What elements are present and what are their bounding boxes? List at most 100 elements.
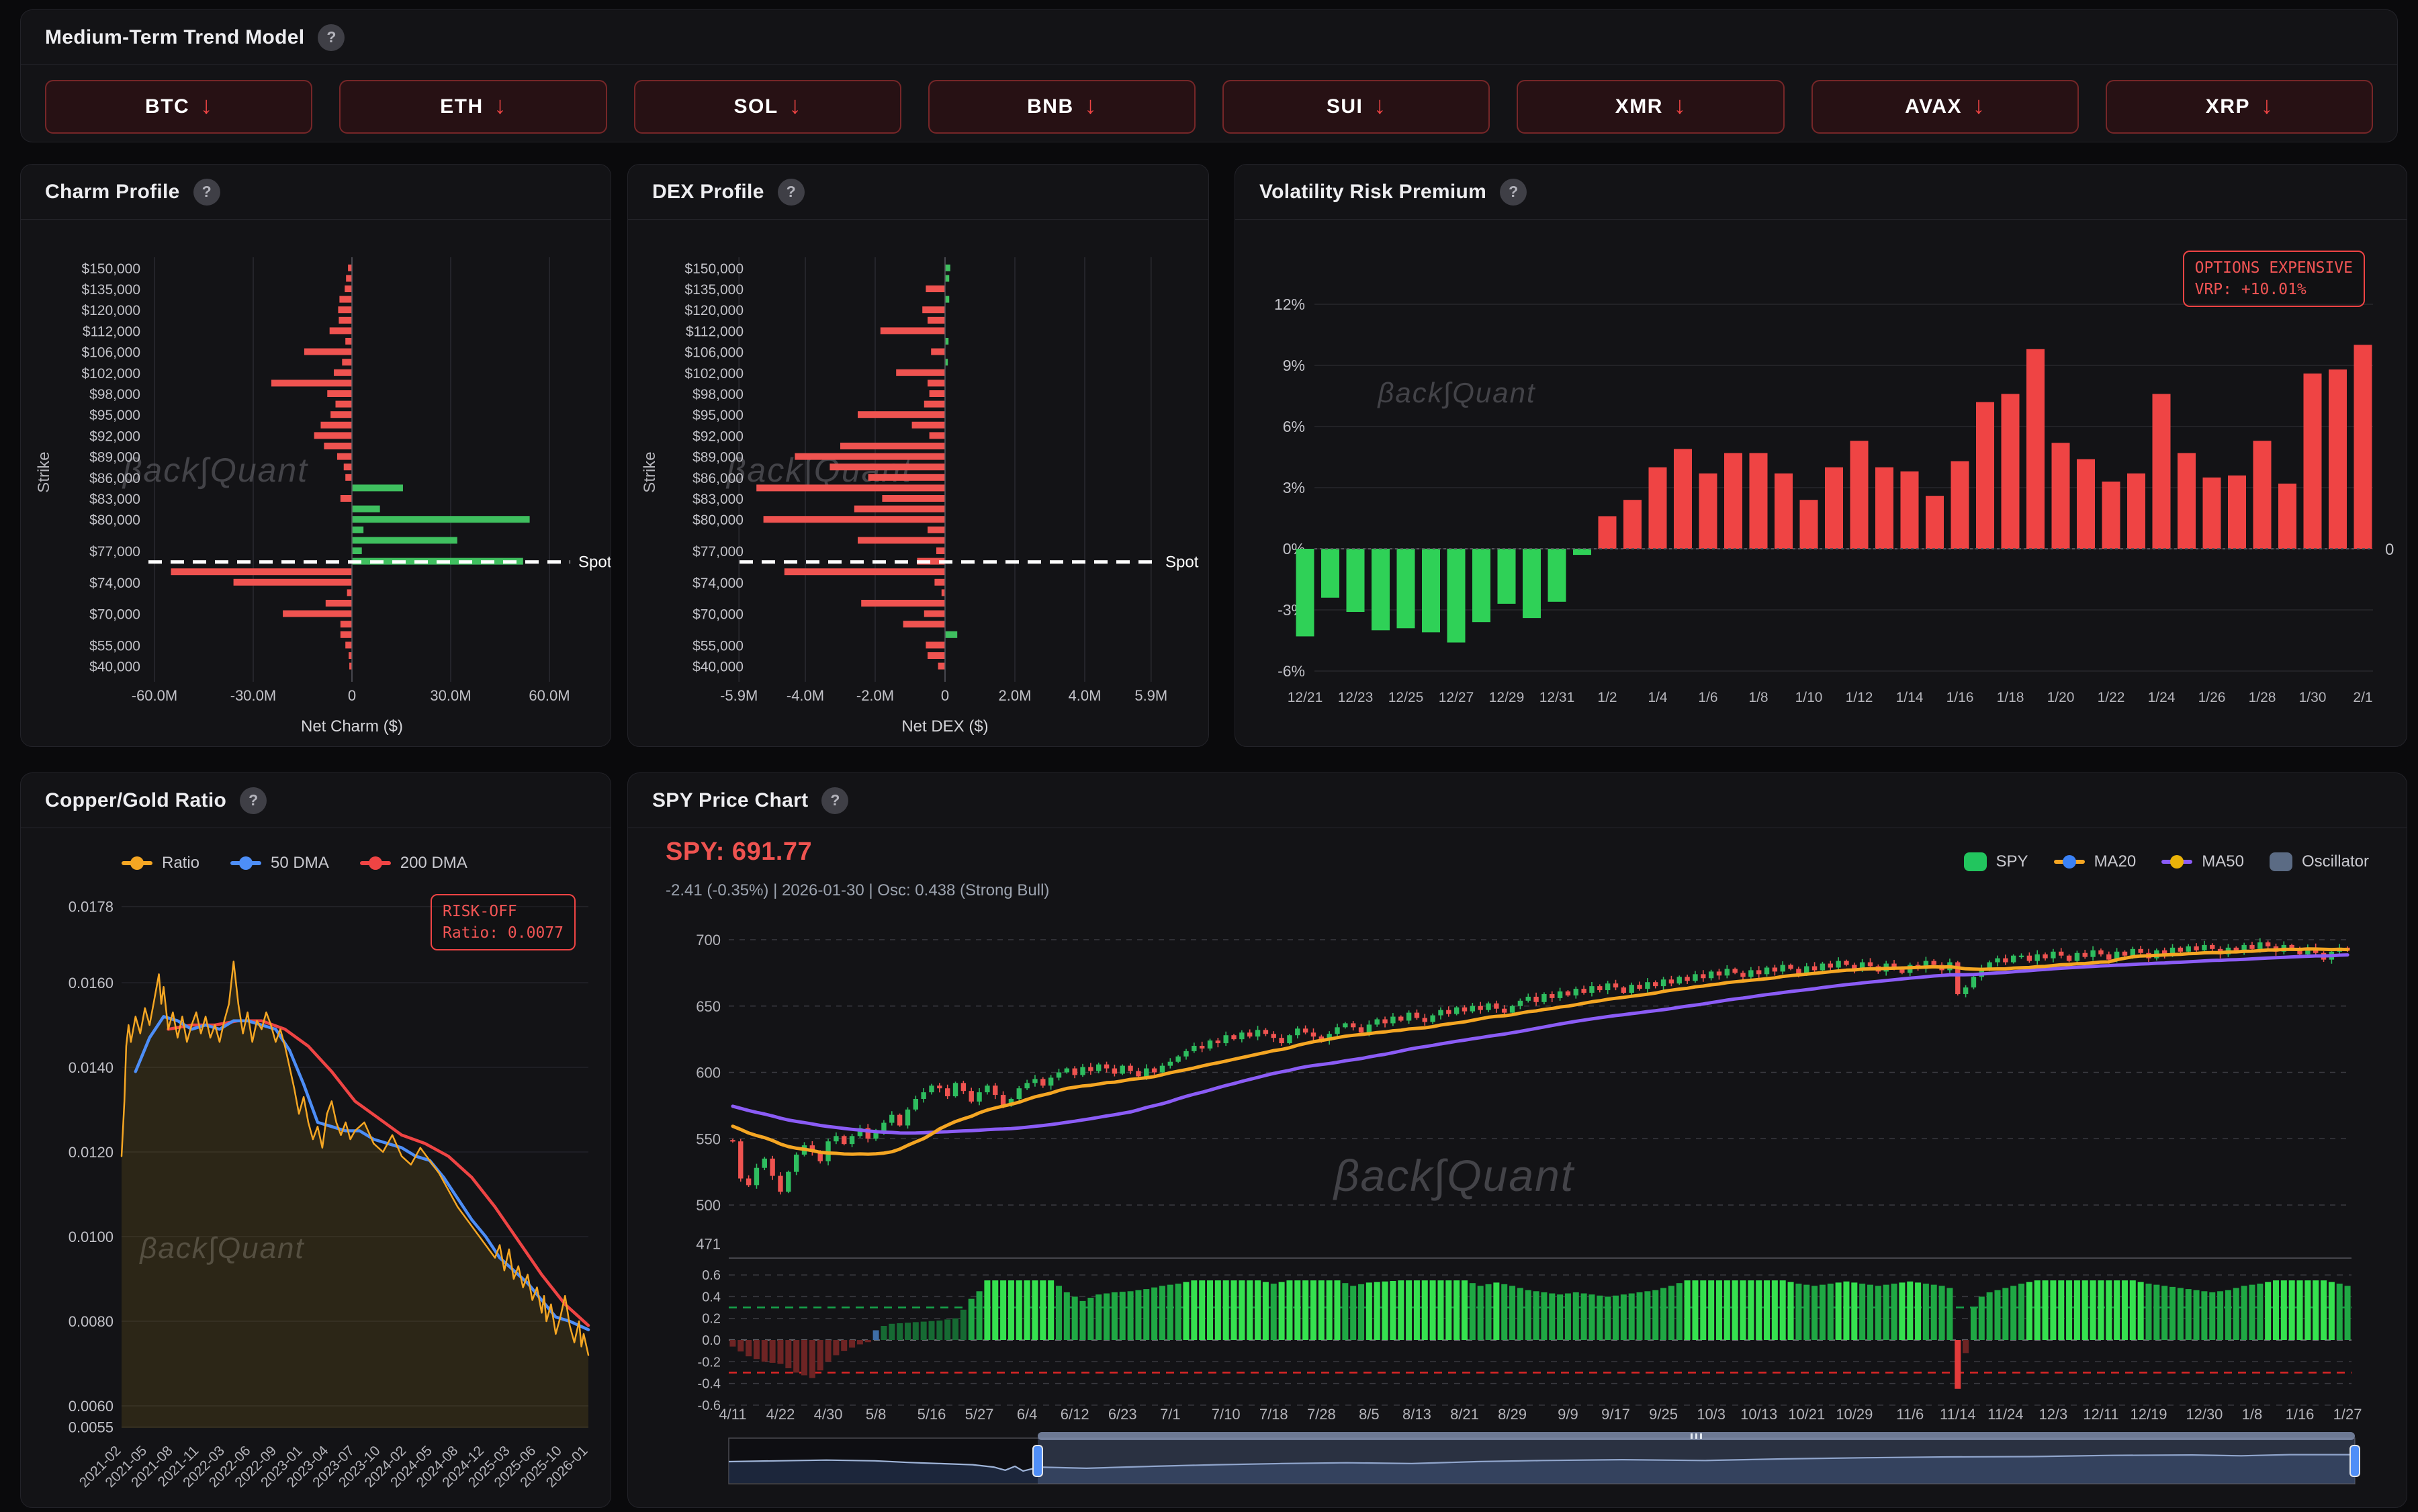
spy-chart: 700 650 600 550 500 471 βack∫Quant 0.6 0.4 0.2 0.0… bbox=[696, 932, 2362, 1484]
help-icon[interactable]: ? bbox=[318, 24, 345, 51]
navigator-left-handle[interactable] bbox=[1032, 1445, 1043, 1477]
svg-text:650: 650 bbox=[696, 998, 721, 1015]
vrp-status-badge: OPTIONS EXPENSIVE VRP: +10.01% bbox=[2182, 251, 2365, 308]
svg-text:10/13: 10/13 bbox=[1740, 1406, 1777, 1423]
svg-text:0.0: 0.0 bbox=[702, 1333, 721, 1348]
svg-text:0.0120: 0.0120 bbox=[69, 1144, 114, 1161]
svg-text:1/14: 1/14 bbox=[1896, 690, 1924, 705]
vrp-badge-line1: OPTIONS EXPENSIVE bbox=[2194, 259, 2353, 277]
legend-item-ma20[interactable]: MA20 bbox=[2053, 852, 2136, 871]
svg-text:βack∫Quant: βack∫Quant bbox=[1333, 1151, 1575, 1201]
help-icon[interactable]: ? bbox=[777, 178, 805, 206]
svg-text:2.0M: 2.0M bbox=[999, 687, 1032, 704]
ticker-sol-button[interactable]: SOL ↓ bbox=[633, 80, 901, 134]
svg-text:471: 471 bbox=[696, 1235, 721, 1252]
legend-item-ma50[interactable]: MA50 bbox=[2161, 852, 2244, 871]
ticker-symbol: BNB bbox=[1027, 95, 1074, 118]
trend-down-arrow-icon: ↓ bbox=[789, 91, 801, 119]
svg-text:550: 550 bbox=[696, 1130, 721, 1147]
svg-text:11/6: 11/6 bbox=[1896, 1406, 1924, 1423]
dma200-line-icon bbox=[359, 856, 391, 870]
svg-text:2/1: 2/1 bbox=[2353, 690, 2372, 705]
svg-text:0: 0 bbox=[348, 687, 356, 704]
ticker-sui-button[interactable]: SUI ↓ bbox=[1222, 80, 1490, 134]
svg-text:9/9: 9/9 bbox=[1558, 1406, 1578, 1423]
svg-text:$95,000: $95,000 bbox=[89, 408, 140, 423]
ticker-eth-button[interactable]: ETH ↓ bbox=[339, 80, 607, 134]
help-icon[interactable]: ? bbox=[240, 787, 267, 814]
svg-text:1/8: 1/8 bbox=[1748, 690, 1768, 705]
svg-text:1/16: 1/16 bbox=[2286, 1406, 2315, 1423]
svg-text:$92,000: $92,000 bbox=[89, 429, 140, 444]
copper-header: Copper/Gold Ratio ? bbox=[21, 773, 611, 828]
ticker-symbol: AVAX bbox=[1905, 95, 1963, 118]
copper-badge-line2: Ratio: 0.0077 bbox=[442, 924, 564, 942]
legend-item-50dma[interactable]: 50 DMA bbox=[230, 854, 329, 873]
ticker-symbol: XMR bbox=[1615, 95, 1663, 118]
copper-badge-line1: RISK-OFF bbox=[442, 903, 517, 920]
svg-text:1/24: 1/24 bbox=[2148, 690, 2176, 705]
svg-text:$102,000: $102,000 bbox=[81, 366, 140, 382]
svg-text:3%: 3% bbox=[1283, 479, 1305, 496]
copper-title: Copper/Gold Ratio bbox=[45, 789, 227, 811]
svg-text:1/18: 1/18 bbox=[1997, 690, 2024, 705]
navigator-right-handle[interactable] bbox=[2349, 1445, 2360, 1477]
svg-text:0.0140: 0.0140 bbox=[69, 1059, 114, 1076]
help-icon[interactable]: ? bbox=[1500, 178, 1527, 206]
svg-text:Spot: Spot bbox=[1165, 553, 1199, 572]
ticker-btc-button[interactable]: BTC ↓ bbox=[45, 80, 313, 134]
svg-text:0.0160: 0.0160 bbox=[69, 975, 114, 991]
svg-text:Net Charm ($): Net Charm ($) bbox=[301, 717, 403, 736]
legend-item-oscillator[interactable]: Oscillator bbox=[2269, 852, 2369, 871]
svg-text:1/8: 1/8 bbox=[2242, 1406, 2263, 1423]
svg-text:5/16: 5/16 bbox=[917, 1406, 946, 1423]
legend-item-200dma[interactable]: 200 DMA bbox=[359, 854, 467, 873]
ticker-xmr-button[interactable]: XMR ↓ bbox=[1517, 80, 1785, 134]
svg-text:11/14: 11/14 bbox=[1940, 1406, 1975, 1423]
svg-text:500: 500 bbox=[696, 1197, 721, 1214]
navigator-selected-range[interactable] bbox=[1037, 1438, 2355, 1484]
trend-down-arrow-icon: ↓ bbox=[200, 91, 213, 119]
svg-text:12/21: 12/21 bbox=[1288, 690, 1323, 705]
svg-text:12/31: 12/31 bbox=[1539, 690, 1575, 705]
svg-text:10/3: 10/3 bbox=[1697, 1406, 1726, 1423]
svg-text:1/30: 1/30 bbox=[2299, 690, 2327, 705]
help-icon[interactable]: ? bbox=[193, 178, 220, 206]
svg-text:30.0M: 30.0M bbox=[430, 687, 471, 704]
svg-text:6/4: 6/4 bbox=[1017, 1406, 1038, 1423]
ticker-xrp-button[interactable]: XRP ↓ bbox=[2105, 80, 2373, 134]
legend-item-spy[interactable]: SPY bbox=[1963, 852, 2028, 871]
ticker-avax-button[interactable]: AVAX ↓ bbox=[1811, 80, 2079, 134]
svg-text:12/29: 12/29 bbox=[1489, 690, 1525, 705]
svg-text:10/29: 10/29 bbox=[1836, 1406, 1873, 1423]
spy-legend: SPY MA20 MA50 Oscillator bbox=[1963, 852, 2369, 871]
svg-text:7/10: 7/10 bbox=[1212, 1406, 1241, 1423]
svg-text:βack∫Quant: βack∫Quant bbox=[1376, 377, 1536, 409]
ticker-bnb-button[interactable]: BNB ↓ bbox=[928, 80, 1196, 134]
vrp-panel: Volatility Risk Premium ? OPTIONS EXPENS… bbox=[1235, 164, 2407, 747]
vrp-title: Volatility Risk Premium bbox=[1259, 180, 1487, 203]
help-icon[interactable]: ? bbox=[821, 787, 849, 814]
svg-text:0.0055: 0.0055 bbox=[69, 1419, 114, 1436]
svg-text:8/13: 8/13 bbox=[1402, 1406, 1431, 1423]
svg-text:$80,000: $80,000 bbox=[692, 513, 744, 528]
legend-item-ratio[interactable]: Ratio bbox=[122, 854, 199, 873]
svg-text:0.0178: 0.0178 bbox=[69, 899, 114, 916]
svg-text:-0.2: -0.2 bbox=[698, 1355, 721, 1370]
svg-text:$55,000: $55,000 bbox=[89, 638, 140, 654]
svg-text:$77,000: $77,000 bbox=[692, 544, 744, 560]
svg-text:0.0100: 0.0100 bbox=[69, 1229, 114, 1245]
svg-text:7/18: 7/18 bbox=[1259, 1406, 1288, 1423]
svg-text:$70,000: $70,000 bbox=[89, 607, 140, 623]
svg-text:$102,000: $102,000 bbox=[684, 366, 744, 382]
svg-text:9/17: 9/17 bbox=[1601, 1406, 1630, 1423]
svg-text:6/23: 6/23 bbox=[1108, 1406, 1137, 1423]
vrp-header: Volatility Risk Premium ? bbox=[1235, 165, 2407, 220]
copper-gold-chart: 0.0178 0.0160 0.0140 0.0120 0.0100 0.0080 0.00… bbox=[69, 899, 591, 1491]
charm-title: Charm Profile bbox=[45, 180, 180, 203]
charm-header: Charm Profile ? bbox=[21, 165, 611, 220]
svg-text:-6%: -6% bbox=[1278, 662, 1305, 680]
svg-text:12%: 12% bbox=[1274, 296, 1305, 313]
svg-text:12/25: 12/25 bbox=[1388, 690, 1424, 705]
svg-text:$83,000: $83,000 bbox=[692, 492, 744, 507]
